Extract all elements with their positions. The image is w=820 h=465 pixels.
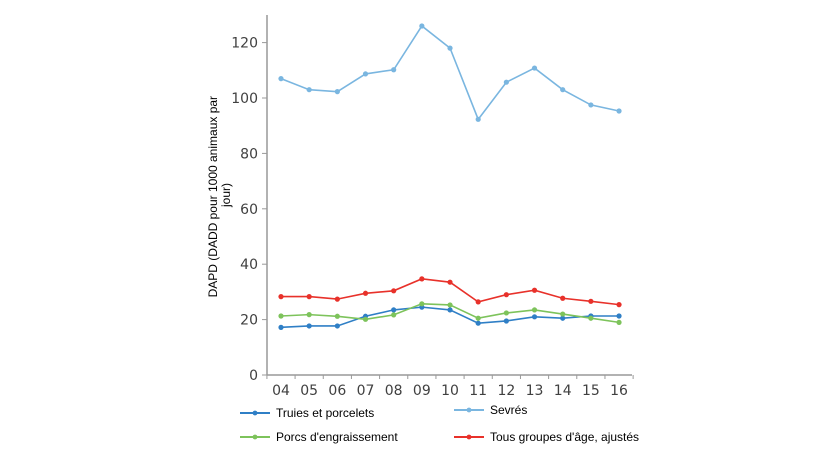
x-tick-label: 08 xyxy=(385,383,403,399)
data-point xyxy=(588,298,594,304)
data-point xyxy=(278,76,284,82)
data-point xyxy=(616,319,622,325)
data-point xyxy=(306,87,312,93)
data-point xyxy=(475,299,481,305)
data-point xyxy=(560,315,566,321)
x-tick-label: 16 xyxy=(610,383,628,399)
y-tick-label: 80 xyxy=(240,146,258,162)
data-point xyxy=(447,307,453,313)
legend-item: Porcs d'engraissement xyxy=(240,430,398,444)
y-axis-label-line-2: jour) xyxy=(219,183,233,208)
x-tick-label: 09 xyxy=(413,383,431,399)
series-3 xyxy=(278,276,622,308)
data-point xyxy=(616,302,622,308)
y-tick-label: 100 xyxy=(231,91,258,107)
legend-swatch-marker xyxy=(252,410,258,416)
data-point xyxy=(362,71,369,77)
legend-label: Porcs d'engraissement xyxy=(276,430,398,444)
y-tick-label: 120 xyxy=(231,36,258,52)
data-point xyxy=(560,87,566,93)
legend-item: Truies et porcelets xyxy=(240,406,374,420)
y-tick-label: 60 xyxy=(240,202,258,218)
data-point xyxy=(419,301,425,307)
series-line xyxy=(280,24,620,121)
data-point xyxy=(560,295,566,301)
data-point xyxy=(560,311,566,317)
x-tick-label: 12 xyxy=(497,383,515,399)
data-point xyxy=(334,89,340,95)
data-point xyxy=(362,290,369,296)
x-tick-label: 10 xyxy=(441,383,459,399)
data-point xyxy=(278,324,284,330)
x-tick-label: 05 xyxy=(300,383,318,399)
x-tick-label: 15 xyxy=(582,383,600,399)
x-tick-label: 14 xyxy=(554,383,572,399)
legend-label: Truies et porcelets xyxy=(276,406,374,420)
data-point xyxy=(391,307,397,313)
data-point xyxy=(447,45,453,51)
data-point xyxy=(616,108,622,114)
data-point xyxy=(475,116,481,122)
data-point xyxy=(306,294,312,300)
legend-label: Tous groupes d'âge, ajustés xyxy=(490,430,639,444)
data-point xyxy=(334,313,340,319)
data-point xyxy=(531,307,538,313)
legend-label: Sevrés xyxy=(490,403,527,417)
data-point xyxy=(588,102,594,108)
data-point xyxy=(503,318,509,324)
series-2 xyxy=(278,301,622,325)
y-tick-label: 40 xyxy=(240,257,258,273)
x-tick-label: 11 xyxy=(469,383,487,399)
data-point xyxy=(391,288,397,294)
data-point xyxy=(306,323,312,329)
x-tick-label: 04 xyxy=(272,383,290,399)
data-point xyxy=(616,313,622,319)
data-point xyxy=(588,315,594,321)
data-point xyxy=(447,279,453,285)
legend: Truies et porcelets Sevrés Porcs d'engrais… xyxy=(240,403,639,444)
data-point xyxy=(391,312,397,318)
data-point xyxy=(531,314,538,320)
x-tick-label: 13 xyxy=(526,383,544,399)
series-0 xyxy=(278,304,622,330)
data-point xyxy=(362,316,369,322)
data-point xyxy=(503,292,509,298)
data-point xyxy=(503,310,509,316)
legend-item: Tous groupes d'âge, ajustés xyxy=(454,430,639,444)
data-point xyxy=(475,315,481,321)
y-tick-label: 20 xyxy=(240,313,258,329)
x-tick-label: 07 xyxy=(357,383,375,399)
data-point xyxy=(278,313,284,319)
data-point xyxy=(503,79,509,85)
x-tick-label: 06 xyxy=(328,383,346,399)
data-point xyxy=(419,276,425,282)
series-1 xyxy=(278,23,622,122)
series-group xyxy=(278,23,622,330)
y-axis-label: DAPD (DADD pour 1000 animaux par jour) xyxy=(206,93,233,298)
legend-swatch-marker xyxy=(252,434,258,440)
legend-item: Sevrés xyxy=(454,403,527,417)
data-point xyxy=(391,67,397,73)
data-point xyxy=(419,23,425,29)
data-point xyxy=(306,312,312,318)
data-point xyxy=(334,296,340,302)
data-point xyxy=(334,323,340,329)
data-point xyxy=(447,302,453,308)
legend-swatch-marker xyxy=(466,407,472,413)
y-tick-label: 0 xyxy=(249,368,258,384)
legend-swatch-marker xyxy=(466,434,472,440)
axes: 0 20 40 60 80 100 120 04 05 06 07 08 09 10 11 12 13 14 15 1… xyxy=(231,15,634,399)
data-point xyxy=(475,320,481,326)
data-point xyxy=(278,294,284,300)
data-point xyxy=(531,65,538,71)
data-point xyxy=(531,287,538,293)
y-axis-label-line-1: DAPD (DADD pour 1000 animaux par xyxy=(206,96,220,297)
